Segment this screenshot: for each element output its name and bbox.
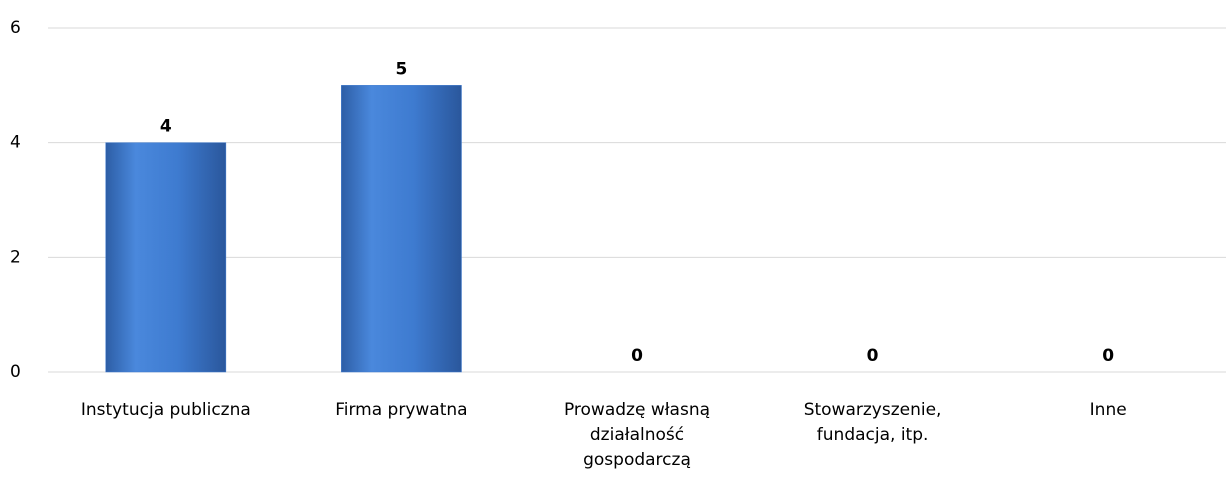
x-tick-label: Firma prywatna (335, 400, 467, 420)
y-tick-label: 2 (10, 247, 21, 267)
x-tick-label: Instytucja publiczna (81, 400, 251, 420)
bar (105, 142, 227, 373)
x-tick-label: Prowadzę własną działalność gospodarczą (564, 400, 710, 470)
bar (341, 85, 462, 373)
y-tick-label: 0 (10, 362, 21, 382)
y-tick-label: 6 (10, 18, 21, 38)
x-tick-label: Stowarzyszenie, fundacja, itp. (804, 400, 942, 445)
y-tick-label: 4 (10, 133, 21, 153)
x-tick-label: Inne (1090, 400, 1127, 420)
data-label: 5 (395, 59, 407, 79)
data-label: 0 (867, 346, 879, 366)
data-label: 4 (160, 117, 172, 137)
data-label: 0 (631, 346, 643, 366)
data-label: 0 (1102, 346, 1114, 366)
